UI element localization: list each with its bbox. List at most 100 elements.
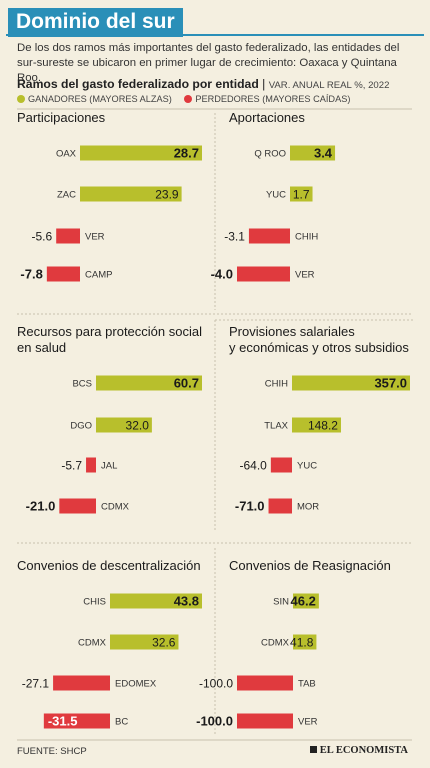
bar <box>43 713 110 729</box>
panel-title: en salud <box>17 340 66 355</box>
data-label: 28.7 <box>174 146 199 161</box>
bar <box>96 417 152 433</box>
heading-separator: | <box>262 77 269 91</box>
category-label: BC <box>115 717 128 728</box>
bar <box>270 457 292 473</box>
category-label: TAB <box>298 679 316 690</box>
data-label: -3.1 <box>224 230 245 244</box>
bar <box>248 228 290 244</box>
category-label: Q ROO <box>254 149 286 160</box>
bar <box>46 266 80 282</box>
category-label: ZAC <box>57 190 76 201</box>
category-label: YUC <box>266 190 286 201</box>
panel-title: y económicas y otros subsidios <box>229 340 409 355</box>
subtitle: De los dos ramos más importantes del gas… <box>17 42 400 84</box>
bar <box>290 186 313 202</box>
category-label: EDOMEX <box>115 679 157 690</box>
title-rule <box>6 8 424 36</box>
category-label: DGO <box>70 421 92 432</box>
bar <box>237 266 290 282</box>
data-label: 148.2 <box>308 419 338 433</box>
category-label: YUC <box>297 461 317 472</box>
category-label: CDMX <box>101 502 130 513</box>
category-label: CHIH <box>265 379 288 390</box>
data-label: 32.0 <box>126 419 150 433</box>
category-label: CHIS <box>83 597 106 608</box>
bar <box>96 375 202 391</box>
data-label: 32.6 <box>152 636 176 650</box>
category-label: OAX <box>56 149 77 160</box>
category-label: JAL <box>101 461 117 472</box>
bar <box>293 593 319 609</box>
data-label: -7.8 <box>20 267 42 282</box>
bar <box>110 593 202 609</box>
legend-losers-label: PERDEDORES (MAYORES CAÍDAS) <box>195 94 351 104</box>
data-label: 46.2 <box>291 594 316 609</box>
source-note: FUENTE: SHCP <box>17 746 87 757</box>
data-label: -5.6 <box>32 230 53 244</box>
category-label: CDMX <box>78 638 107 649</box>
data-label: -4.0 <box>211 267 233 282</box>
bar <box>86 457 96 473</box>
bar <box>292 417 341 433</box>
bar <box>59 498 96 514</box>
panel-title: Participaciones <box>17 110 106 125</box>
category-label: TLAX <box>264 421 288 432</box>
bar <box>80 145 202 161</box>
data-label: -64.0 <box>239 459 267 473</box>
data-label: 3.4 <box>314 146 333 161</box>
legend-losers-dot <box>184 95 193 103</box>
bar <box>56 228 80 244</box>
data-label: -27.1 <box>22 677 50 691</box>
chart-title: Ramos del gasto federalizado por entidad <box>17 77 259 91</box>
category-label: CHIH <box>295 232 318 243</box>
legend-winners: GANADORES (MAYORES ALZAS) <box>17 94 172 104</box>
legend-winners-dot <box>17 95 25 103</box>
data-label: -100.0 <box>199 677 233 691</box>
panel-title: Recursos para protección social <box>17 324 202 339</box>
data-label: 1.7 <box>293 188 310 202</box>
data-label: -21.0 <box>26 499 56 514</box>
brand-logo: EL ECONOMISTA <box>309 745 408 756</box>
data-label: -71.0 <box>235 499 265 514</box>
category-label: CAMP <box>85 270 112 281</box>
category-label: SIN <box>273 597 289 608</box>
panel-title: Convenios de descentralización <box>17 558 201 573</box>
legend-losers: PERDEDORES (MAYORES CAÍDAS) <box>184 94 350 104</box>
chart-unit: VAR. ANUAL REAL %, 2022 <box>268 80 390 91</box>
data-label: -5.7 <box>61 459 82 473</box>
brand-square-icon <box>309 746 317 753</box>
panel-title: Provisiones salariales <box>229 324 355 339</box>
legend-winners-label: GANADORES (MAYORES ALZAS) <box>28 94 172 104</box>
bar <box>237 713 293 729</box>
data-label: -31.5 <box>48 714 78 729</box>
bar <box>53 675 110 691</box>
data-label: 23.9 <box>155 188 179 202</box>
data-label: -100.0 <box>196 714 233 729</box>
panel-title: Convenios de Reasignación <box>229 558 391 573</box>
bar <box>268 498 292 514</box>
legend: GANADORES (MAYORES ALZAS) PERDEDORES (MA… <box>17 94 360 104</box>
category-label: CDMX <box>261 638 290 649</box>
bar <box>290 145 336 161</box>
category-label: VER <box>85 232 105 243</box>
category-label: MOR <box>297 502 319 513</box>
category-label: VER <box>295 270 315 281</box>
page-title: Dominio del sur <box>8 8 183 37</box>
category-label: VER <box>298 717 318 728</box>
panel-title: Aportaciones <box>229 110 305 125</box>
brand-label: EL ECONOMISTA <box>319 745 408 756</box>
bar <box>293 634 317 650</box>
data-label: 357.0 <box>374 376 407 391</box>
category-label: BCS <box>72 379 92 390</box>
bar <box>292 375 410 391</box>
bar <box>80 186 182 202</box>
chart-heading: Ramos del gasto federalizado por entidad… <box>17 77 389 91</box>
data-label: 43.8 <box>174 594 199 609</box>
bar <box>110 634 179 650</box>
bar <box>237 675 293 691</box>
data-label: 60.7 <box>174 376 199 391</box>
data-label: 41.8 <box>290 636 314 650</box>
